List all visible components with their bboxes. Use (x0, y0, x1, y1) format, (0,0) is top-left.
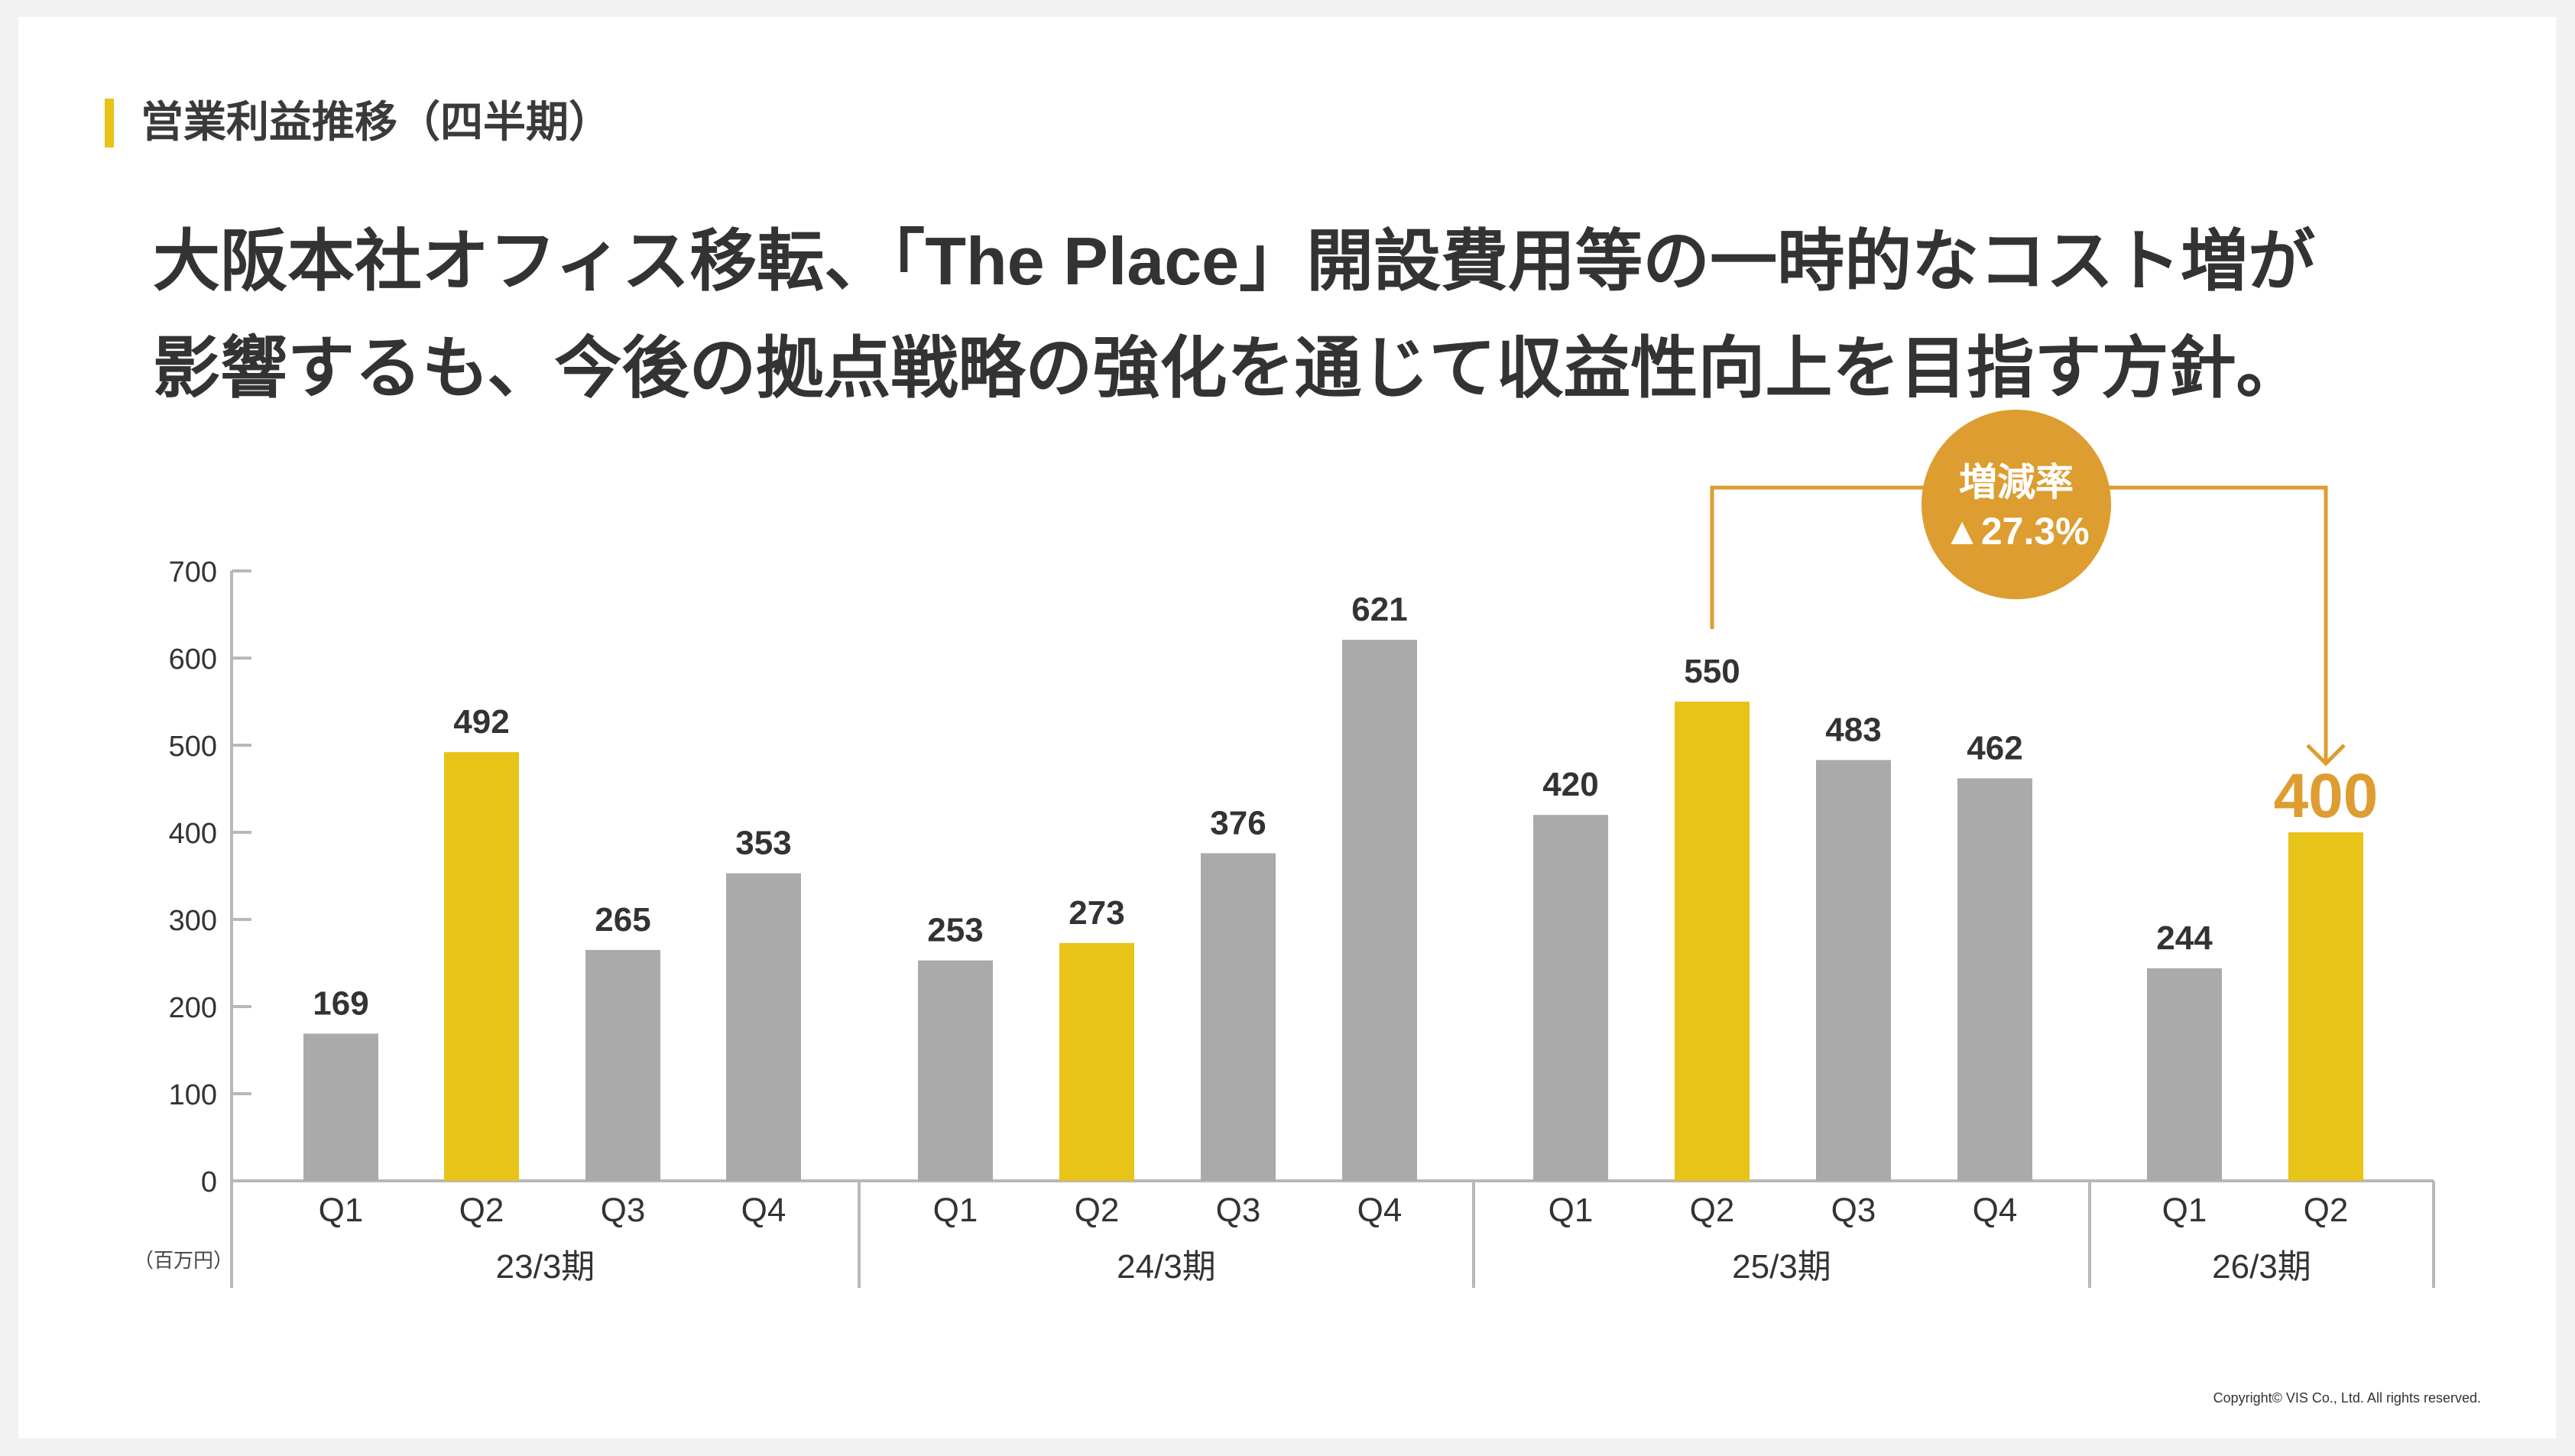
x-tick-label: Q1 (2162, 1192, 2207, 1229)
bar-value-label: 462 (1967, 729, 2022, 767)
bar-value-label: 244 (2156, 919, 2213, 957)
bar (1342, 640, 1417, 1181)
bar-value-label: 621 (1351, 591, 1407, 628)
bar (1816, 760, 1891, 1181)
bar (1059, 942, 1134, 1181)
change-rate-value: ▲27.3% (1943, 510, 2089, 553)
bar (1675, 702, 1750, 1181)
x-tick-label: Q1 (933, 1192, 978, 1229)
section-title: 営業利益推移（四半期） (141, 98, 611, 146)
unit-label: （百万円） (134, 1249, 233, 1272)
x-tick-label: Q4 (1973, 1192, 2018, 1229)
y-tick-label: 0 (201, 1166, 217, 1198)
group-label: 26/3期 (2212, 1248, 2311, 1286)
bar-value-label: 400 (2274, 761, 2379, 831)
x-tick-label: Q3 (1216, 1192, 1261, 1229)
bar (1201, 853, 1276, 1181)
bar-value-label: 273 (1069, 894, 1124, 932)
y-tick-label: 200 (169, 992, 217, 1024)
x-tick-label: Q2 (1075, 1192, 1120, 1229)
bar (918, 960, 993, 1181)
bar (1957, 778, 2032, 1181)
headline-line-2: 影響するも、今後の拠点戦略の強化を通じて収益性向上を目指す方針。 (153, 330, 2304, 406)
x-tick-label: Q1 (319, 1192, 364, 1229)
copyright: Copyright© VIS Co., Ltd. All rights rese… (2213, 1390, 2481, 1406)
bar-value-label: 420 (1542, 766, 1598, 803)
x-tick-label: Q3 (1831, 1192, 1876, 1229)
bar (2288, 832, 2363, 1181)
x-tick-label: Q1 (1549, 1192, 1594, 1229)
x-tick-label: Q3 (601, 1192, 646, 1229)
y-tick-label: 600 (169, 644, 217, 676)
bar-value-label: 169 (313, 984, 368, 1022)
y-tick-label: 500 (169, 731, 217, 763)
headline: 大阪本社オフィス移転、「The Place」開設費用等の一時的なコスト増が 影響… (153, 208, 2484, 422)
bar-value-label: 253 (927, 912, 983, 949)
slide: 営業利益推移（四半期） 大阪本社オフィス移転、「The Place」開設費用等の… (18, 17, 2556, 1438)
x-tick-label: Q4 (1357, 1192, 1403, 1229)
y-tick-label: 700 (169, 556, 217, 589)
bar (726, 873, 801, 1181)
bar-value-label: 376 (1210, 804, 1266, 841)
change-rate-badge (1922, 410, 2111, 599)
bar-value-label: 265 (595, 901, 650, 939)
y-tick-label: 400 (169, 818, 217, 850)
group-label: 23/3期 (496, 1248, 595, 1286)
bar-value-label: 550 (1684, 653, 1740, 690)
group-label: 25/3期 (1732, 1248, 1831, 1286)
change-rate-title: 増減率 (1959, 461, 2074, 504)
x-tick-label: Q2 (459, 1192, 504, 1229)
bar-value-label: 483 (1825, 711, 1881, 748)
y-tick-label: 100 (169, 1079, 217, 1111)
bar (303, 1033, 378, 1181)
bar-value-label: 492 (453, 703, 509, 741)
headline-line-1: 大阪本社オフィス移転、「The Place」開設費用等の一時的なコスト増が (153, 223, 2316, 299)
x-tick-label: Q2 (2304, 1192, 2349, 1229)
section-accent-bar (105, 99, 114, 148)
x-tick-label: Q2 (1690, 1192, 1735, 1229)
x-tick-label: Q4 (741, 1192, 786, 1229)
bar (444, 752, 519, 1181)
bar-value-label: 353 (735, 825, 791, 862)
bar (2147, 968, 2222, 1181)
bar (585, 949, 660, 1181)
bar (1533, 815, 1608, 1181)
y-tick-label: 300 (169, 905, 217, 937)
group-label: 24/3期 (1117, 1248, 1216, 1286)
change-arrow-head (2306, 744, 2346, 767)
